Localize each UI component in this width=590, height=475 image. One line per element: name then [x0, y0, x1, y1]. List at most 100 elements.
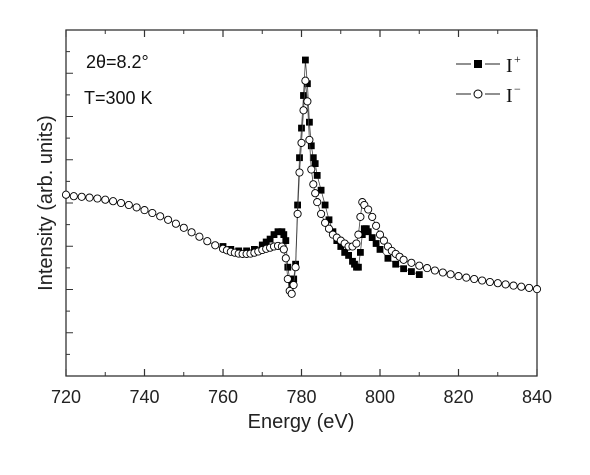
series-layer	[61, 56, 542, 298]
data-point	[525, 283, 534, 292]
data-point	[281, 254, 290, 263]
data-point	[376, 246, 384, 253]
annotation-temperature: T=300 K	[84, 88, 153, 108]
data-point	[93, 194, 102, 203]
data-point	[368, 212, 377, 221]
data-point	[372, 240, 380, 247]
data-point	[430, 266, 439, 275]
data-point	[501, 280, 510, 289]
annotation-angle: 2θ=8.2°	[86, 52, 149, 72]
data-point	[284, 263, 292, 271]
data-point	[287, 289, 296, 298]
data-point	[279, 245, 288, 254]
data-point	[309, 154, 317, 162]
data-point	[392, 260, 400, 268]
data-point	[423, 264, 432, 273]
data-point	[311, 160, 319, 167]
data-point	[415, 261, 424, 270]
data-point	[364, 205, 373, 214]
data-point	[294, 201, 301, 209]
data-point	[69, 192, 78, 201]
data-point	[258, 241, 266, 249]
data-point	[101, 195, 110, 204]
data-point	[300, 92, 307, 99]
data-point	[164, 215, 173, 224]
data-point	[85, 193, 94, 202]
data-point	[438, 268, 447, 277]
legend-label-plus-sign: +	[514, 52, 521, 66]
x-tick-label: 720	[51, 387, 81, 407]
legend-entry-minus: I −	[456, 82, 521, 107]
data-point	[313, 198, 322, 207]
data-point	[478, 276, 487, 285]
data-point	[470, 274, 479, 284]
data-point	[303, 97, 312, 106]
data-point	[211, 241, 220, 250]
series-i-minus	[61, 76, 542, 298]
data-point	[352, 239, 361, 248]
data-point	[309, 180, 318, 189]
data-point	[493, 279, 502, 288]
data-point	[306, 118, 313, 126]
data-point	[297, 138, 306, 147]
data-point	[305, 135, 314, 144]
legend-marker-plus	[474, 60, 482, 68]
data-point	[301, 76, 310, 85]
x-tick-label: 780	[286, 387, 316, 407]
data-point	[77, 192, 86, 201]
y-axis-title: Intensity (arb. units)	[35, 115, 57, 291]
data-point	[345, 252, 352, 259]
data-point	[354, 230, 363, 239]
data-point	[187, 228, 196, 237]
data-point	[317, 209, 326, 218]
data-point	[372, 221, 381, 230]
data-point	[357, 249, 364, 256]
data-point	[462, 273, 471, 282]
data-point	[311, 189, 320, 198]
data-point	[195, 232, 204, 241]
data-point	[302, 56, 309, 64]
data-point	[148, 208, 157, 218]
data-point	[509, 281, 518, 290]
data-point	[517, 282, 526, 291]
data-point	[282, 237, 290, 244]
plot-frame	[65, 29, 538, 377]
data-point	[375, 230, 385, 239]
x-tick-label: 760	[208, 387, 238, 407]
legend-entry-plus: I +	[456, 52, 521, 77]
data-point	[337, 243, 345, 250]
data-point	[415, 271, 423, 278]
data-point	[399, 255, 408, 264]
y-axis-ticks	[66, 51, 73, 355]
data-point	[407, 258, 416, 267]
data-point	[368, 234, 376, 241]
data-point	[171, 219, 180, 228]
data-point	[325, 216, 333, 224]
data-point	[317, 186, 325, 194]
x-axis-title: Energy (eV)	[248, 411, 355, 433]
x-tick-label: 800	[365, 387, 395, 407]
data-point	[179, 223, 188, 232]
data-point	[408, 268, 415, 275]
x-tick-label: 740	[129, 387, 159, 407]
data-point	[355, 263, 362, 271]
x-tick-label: 820	[443, 387, 473, 407]
legend-label-minus: I	[506, 85, 513, 107]
data-point	[379, 236, 388, 245]
data-point	[356, 212, 365, 221]
data-point	[283, 274, 292, 284]
data-point	[270, 231, 278, 238]
data-point	[289, 280, 298, 290]
data-point	[262, 238, 270, 246]
data-point	[132, 203, 141, 212]
data-point	[341, 249, 349, 256]
legend-marker-minus	[473, 89, 483, 99]
legend-label-minus-sign: −	[514, 82, 521, 96]
data-point	[307, 165, 316, 174]
data-point	[291, 263, 300, 272]
data-point	[156, 212, 165, 221]
data-point	[400, 265, 407, 273]
data-point	[293, 209, 302, 218]
x-tick-label: 840	[522, 387, 552, 407]
data-point	[203, 237, 212, 246]
